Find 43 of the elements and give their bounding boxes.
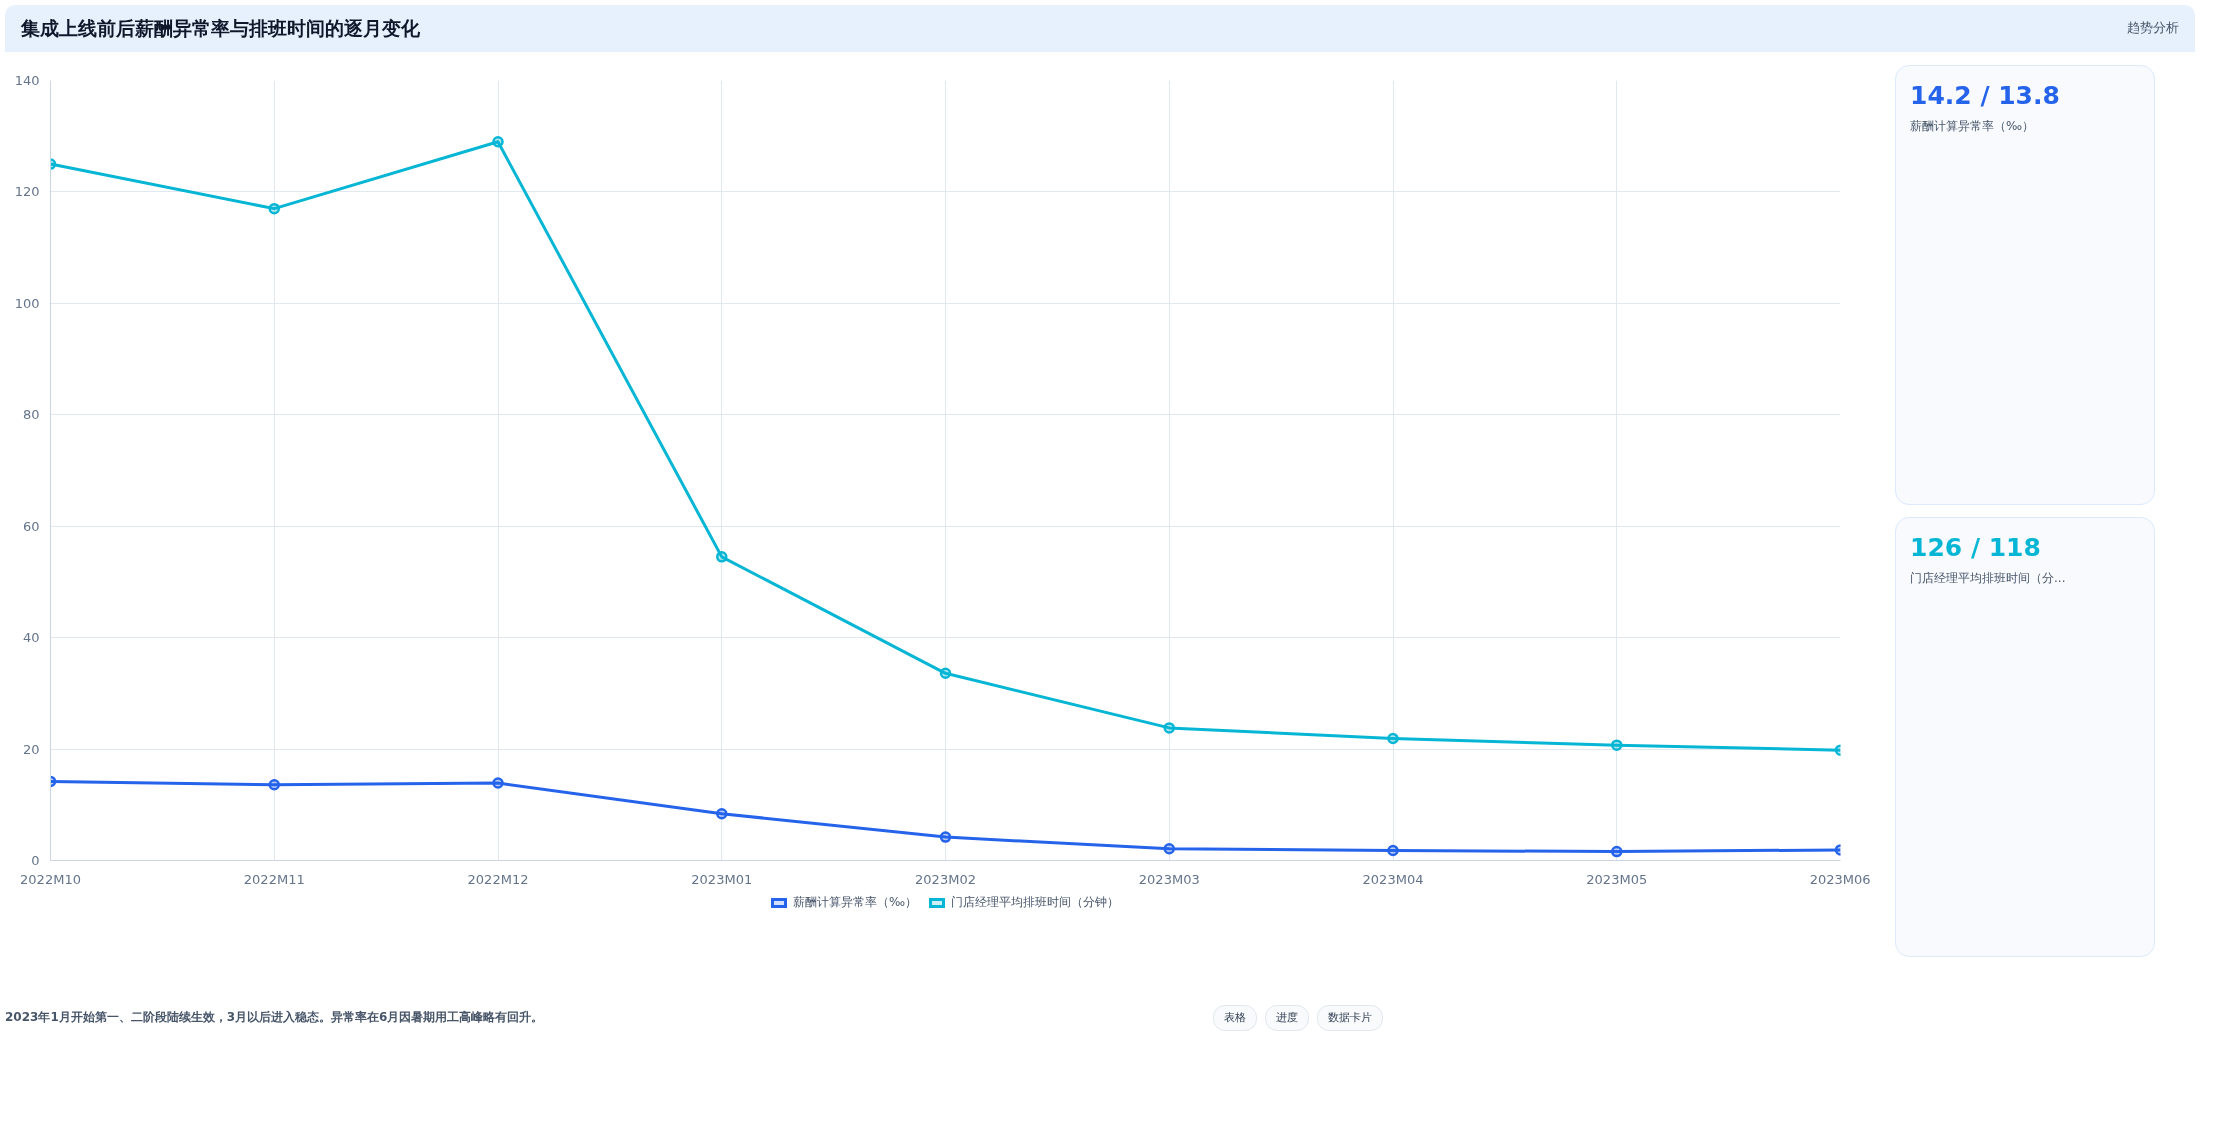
text: 门店经理平均排班时间（分... (1910, 569, 2067, 587)
x-tick-label: 2023M01 (691, 871, 753, 887)
point (716, 807, 728, 820)
text: 进度 (1265, 1005, 1309, 1031)
point (1611, 845, 1623, 858)
text: 薪酬计算异常率（‰） (1910, 117, 2036, 135)
point (939, 667, 952, 680)
y-tick-label: 80 (22, 407, 40, 423)
point (1163, 843, 1175, 855)
point (1611, 739, 1623, 751)
x-tick-label: 2022M10 (20, 871, 81, 887)
y-tick-label: 40 (22, 630, 40, 646)
point (1387, 732, 1399, 745)
x-tick-label: 2023M03 (1138, 871, 1200, 887)
text: 趋势分析 (2127, 19, 2179, 38)
x-tick-label: 2023M06 (1809, 871, 1871, 887)
x-tick-label: 2023M04 (1362, 871, 1424, 887)
text: 数据卡片 (1317, 1005, 1383, 1031)
x-tick-label: 2023M05 (1586, 871, 1648, 887)
chart-title: 集成上线前后薪酬异常率与排班时间的逐月变化 (21, 16, 420, 41)
point (492, 136, 504, 148)
y-tick-label: 120 (14, 184, 40, 200)
text: 126 / 118 (1910, 532, 2042, 564)
point (492, 777, 504, 789)
x-tick-label: 2022M12 (467, 871, 529, 887)
x-tick-label: 2022M11 (243, 871, 305, 887)
text: 14.2 / 13.8 (1910, 80, 2061, 112)
point (1387, 844, 1399, 857)
text: 2023年1月开始第一、二阶段陆续生效，3月以后进入稳态。异常率在6月因暑期用工高峰略有回升。 (5, 1009, 545, 1027)
x-tick-label: 2023M02 (915, 871, 976, 887)
y-tick-label: 60 (22, 518, 40, 534)
point (268, 778, 280, 791)
point (1163, 722, 1175, 734)
point (939, 831, 952, 843)
point (268, 202, 280, 215)
y-tick-label: 140 (14, 73, 40, 88)
y-tick-label: 20 (22, 741, 40, 757)
legend-label: 门店经理平均排班时间（分钟） (951, 894, 1120, 911)
y-tick-label: 100 (14, 295, 40, 311)
point (716, 551, 728, 563)
text: 表格 (1213, 1005, 1257, 1031)
legend-label: 薪酬计算异常率（‰） (792, 894, 918, 911)
y-tick-label: 0 (31, 853, 40, 868)
